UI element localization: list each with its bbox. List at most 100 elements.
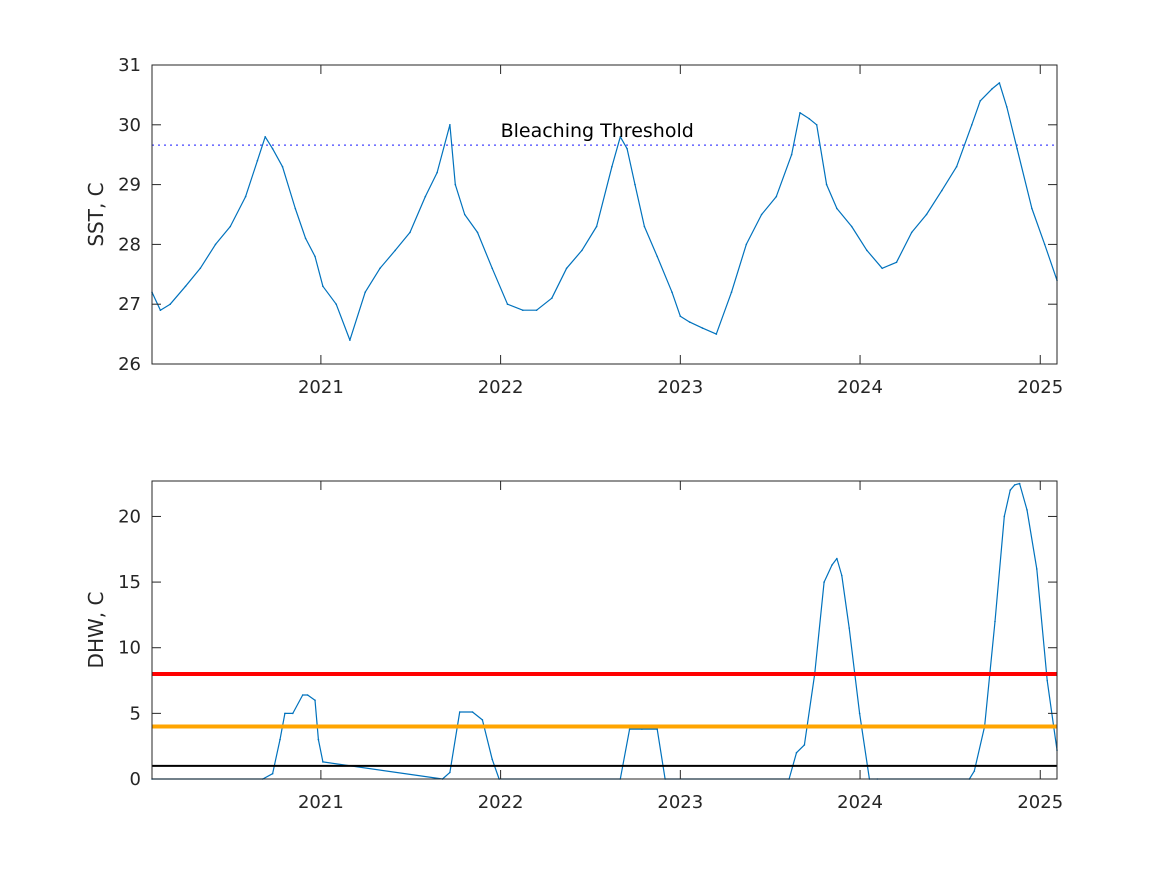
dhw-data-point xyxy=(795,751,798,754)
sst-data-point xyxy=(688,321,691,323)
dhw-data-point xyxy=(1013,484,1016,486)
dhw-axes-box xyxy=(151,480,1058,780)
sst-data-point xyxy=(611,165,613,168)
sst-data-point xyxy=(581,249,583,252)
sst-panel: 2021 2022 2023 2024 2025 26 27 28 29 30 31 SST, C… xyxy=(84,55,1063,398)
dhw-data-point xyxy=(803,744,806,746)
sst-data-point xyxy=(634,183,636,186)
dhw-x-ticks: 2021 2022 2023 2024 2025 xyxy=(298,481,1063,813)
dhw-data-point xyxy=(848,627,850,629)
sst-data-point xyxy=(775,195,778,198)
dhw-data-point xyxy=(994,620,996,623)
sst-axes-box xyxy=(151,64,1058,365)
dhw-data-point xyxy=(314,699,316,701)
sst-y-tick-label: 27 xyxy=(118,294,141,315)
sst-data-point xyxy=(626,147,628,150)
sst-data-point xyxy=(1006,106,1008,108)
sst-data-point xyxy=(214,243,217,246)
dhw-data-point xyxy=(836,557,838,560)
dhw-data-point xyxy=(292,712,294,715)
sst-data-point xyxy=(991,88,993,90)
sst-data-point xyxy=(184,285,187,288)
dhw-y-tick-label: 0 xyxy=(130,769,141,790)
sst-series-line xyxy=(151,82,1058,341)
dhw-data-point xyxy=(823,581,825,583)
sst-data-point xyxy=(264,136,267,138)
dhw-x-tick-label: 2025 xyxy=(1017,792,1063,813)
sst-data-point xyxy=(715,333,718,335)
dhw-x-tick-label: 2024 xyxy=(837,792,883,813)
sst-x-ticks: 2021 2022 2023 2024 2025 xyxy=(298,65,1063,398)
sst-data-point xyxy=(159,309,162,312)
dhw-data-point xyxy=(858,712,861,715)
sst-data-point xyxy=(169,303,171,306)
sst-data-point xyxy=(808,118,811,120)
sst-data-point xyxy=(565,267,568,270)
sst-data-point xyxy=(671,291,673,294)
sst-y-tick-label: 26 xyxy=(118,354,141,375)
sst-data-point xyxy=(229,225,232,228)
sst-data-point xyxy=(535,309,538,312)
sst-x-tick-label: 2023 xyxy=(657,377,703,398)
sst-data-point xyxy=(679,315,682,318)
sst-data-point xyxy=(364,291,367,294)
sst-data-point xyxy=(955,165,958,168)
sst-data-point xyxy=(271,147,274,150)
sst-data-point xyxy=(730,291,733,294)
sst-data-point xyxy=(595,225,598,228)
dhw-data-point xyxy=(458,711,461,713)
sst-data-point xyxy=(349,339,351,341)
sst-data-point xyxy=(971,124,973,126)
sst-data-point xyxy=(409,231,411,234)
sst-data-point xyxy=(294,207,297,210)
dhw-data-point xyxy=(1036,568,1038,570)
sst-data-point xyxy=(836,207,838,210)
dhw-data-point xyxy=(841,574,843,577)
dhw-x-tick-label: 2021 xyxy=(298,792,344,813)
sst-data-point xyxy=(436,171,438,174)
dhw-reference-lines xyxy=(152,671,1057,767)
dhw-data-point xyxy=(271,772,274,775)
sst-data-point xyxy=(304,237,307,240)
sst-x-tick-label: 2024 xyxy=(837,377,883,398)
sst-data-point xyxy=(244,195,247,198)
sst-data-point xyxy=(790,153,793,156)
dhw-data-point xyxy=(628,728,631,730)
sst-data-point xyxy=(941,189,943,192)
sst-y-tick-label: 30 xyxy=(118,115,141,136)
sst-data-point xyxy=(979,100,981,102)
sst-data-point xyxy=(463,213,466,216)
dhw-data-point xyxy=(449,771,451,774)
sst-data-point xyxy=(454,183,457,186)
sst-data-point xyxy=(256,159,259,162)
dhw-data-point xyxy=(1046,679,1048,682)
sst-y-ticks: 26 27 28 29 30 31 xyxy=(118,55,1057,375)
sst-y-tick-label: 31 xyxy=(118,55,141,76)
sst-data-point xyxy=(1016,147,1018,150)
dhw-data-point xyxy=(306,694,309,696)
dhw-y-tick-label: 15 xyxy=(118,572,141,593)
sst-data-point xyxy=(322,285,324,288)
sst-data-point xyxy=(491,267,494,270)
sst-data-point xyxy=(656,255,658,258)
dhw-data-point xyxy=(317,738,320,741)
sst-y-tick-label: 29 xyxy=(118,175,141,196)
sst-y-tick-label: 28 xyxy=(118,234,141,255)
sst-data-point xyxy=(476,231,479,234)
dhw-y-tick-label: 10 xyxy=(118,638,141,659)
sst-data-point xyxy=(394,249,397,252)
dhw-data-point xyxy=(1009,489,1011,492)
dhw-data-point xyxy=(481,719,484,721)
sst-data-point xyxy=(314,255,316,258)
sst-data-point xyxy=(379,267,381,270)
sst-data-point xyxy=(424,195,427,198)
dhw-y-tick-label: 20 xyxy=(118,506,141,527)
sst-data-point xyxy=(1043,243,1046,246)
sst-x-tick-label: 2025 xyxy=(1017,377,1063,398)
dhw-data-point xyxy=(279,738,281,741)
sst-data-point xyxy=(925,213,928,216)
sst-series xyxy=(151,82,1058,341)
sst-data-point xyxy=(281,165,284,168)
sst-data-point xyxy=(895,261,898,264)
